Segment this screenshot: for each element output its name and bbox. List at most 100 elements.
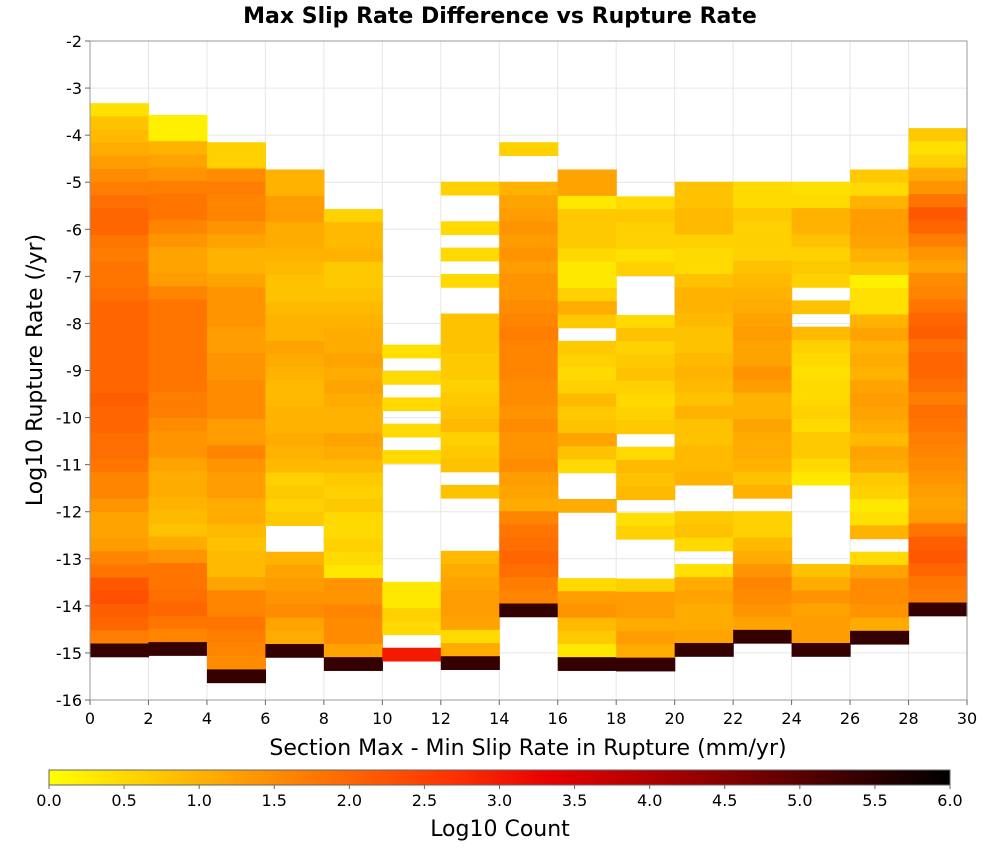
heatmap-cell bbox=[323, 525, 383, 540]
x-tick-label: 16 bbox=[548, 709, 568, 728]
heatmap-cell bbox=[265, 419, 325, 434]
heatmap-cell bbox=[850, 433, 910, 447]
heatmap-cell bbox=[148, 154, 208, 169]
heatmap-cell bbox=[206, 537, 266, 552]
heatmap-cell bbox=[908, 378, 968, 393]
colorbar-tick-label: 5.5 bbox=[862, 791, 887, 810]
heatmap-cell bbox=[90, 564, 150, 579]
heatmap-cell bbox=[206, 643, 266, 657]
heatmap-cell bbox=[557, 261, 617, 276]
heatmap-cell bbox=[440, 550, 500, 565]
heatmap-cell bbox=[90, 261, 150, 276]
heatmap-cell bbox=[90, 353, 150, 368]
heatmap-cell bbox=[265, 235, 325, 250]
x-axis-label: Section Max - Min Slip Rate in Rupture (… bbox=[269, 736, 786, 761]
heatmap-cell bbox=[791, 339, 851, 354]
y-tick-label: -2 bbox=[66, 32, 82, 51]
x-tick-label: 28 bbox=[898, 709, 918, 728]
heatmap-cell bbox=[733, 287, 793, 301]
heatmap-cell bbox=[908, 549, 968, 564]
heatmap-cell bbox=[440, 445, 500, 460]
y-tick-label: -14 bbox=[56, 597, 82, 616]
heatmap-cell bbox=[674, 339, 734, 354]
heatmap-cell bbox=[323, 261, 383, 276]
heatmap-cell bbox=[616, 235, 676, 250]
heatmap-cell bbox=[557, 499, 617, 513]
heatmap-cell bbox=[499, 260, 559, 275]
heatmap-cell bbox=[674, 458, 734, 473]
heatmap-cell bbox=[616, 525, 676, 540]
heatmap-cell bbox=[323, 472, 383, 487]
x-axis-ticks: 0 2 4 6 8 10 12 14 16 18 20 22 24 26 28 30 bbox=[85, 700, 977, 728]
heatmap-cell bbox=[791, 221, 851, 236]
heatmap-cell bbox=[791, 234, 851, 249]
heatmap-cell bbox=[323, 459, 383, 474]
heatmap-cell bbox=[499, 458, 559, 473]
heatmap-cell bbox=[674, 181, 734, 196]
heatmap-cell bbox=[908, 273, 968, 287]
heatmap-cell bbox=[382, 344, 442, 359]
y-tick-label: -15 bbox=[56, 644, 82, 663]
y-tick-label: -10 bbox=[56, 409, 82, 428]
heatmap-cell bbox=[90, 287, 150, 302]
heatmap-cell bbox=[90, 314, 150, 328]
heatmap-cell bbox=[499, 432, 559, 446]
heatmap-cell bbox=[265, 578, 325, 592]
heatmap-cell bbox=[382, 423, 442, 438]
heatmap-cell bbox=[265, 248, 325, 263]
heatmap-cell bbox=[148, 378, 208, 393]
heatmap-cell bbox=[323, 485, 383, 500]
colorbar-tick-label: 5.0 bbox=[787, 791, 812, 810]
heatmap-cell bbox=[206, 471, 266, 486]
heatmap-cell bbox=[265, 630, 325, 645]
heatmap-cell bbox=[733, 445, 793, 460]
heatmap-cell bbox=[557, 446, 617, 461]
heatmap-cell bbox=[674, 274, 734, 288]
heatmap-cell bbox=[206, 458, 266, 473]
heatmap-cell bbox=[90, 458, 150, 473]
heatmap-cell bbox=[148, 220, 208, 235]
y-tick-label: -8 bbox=[66, 314, 82, 333]
heatmap-cell bbox=[616, 446, 676, 461]
heatmap-cell bbox=[148, 325, 208, 340]
heatmap-cell bbox=[323, 393, 383, 408]
heatmap-cell bbox=[557, 274, 617, 289]
heatmap-cell bbox=[850, 327, 910, 342]
heatmap-cell bbox=[908, 207, 968, 221]
heatmap-cell bbox=[791, 563, 851, 578]
heatmap-cell bbox=[265, 604, 325, 619]
heatmap-cell bbox=[850, 630, 910, 645]
heatmap-cell bbox=[791, 392, 851, 407]
heatmap-cell bbox=[791, 247, 851, 262]
heatmap-cell bbox=[206, 563, 266, 578]
heatmap-cell bbox=[323, 591, 383, 606]
heatmap-cell bbox=[323, 235, 383, 250]
heatmap-cell bbox=[90, 379, 150, 394]
heatmap-cell bbox=[674, 590, 734, 605]
heatmap-cell bbox=[557, 314, 617, 329]
heatmap-cell bbox=[674, 287, 734, 301]
heatmap-cell bbox=[148, 576, 208, 590]
heatmap-cell bbox=[733, 313, 793, 328]
heatmap-cell bbox=[791, 590, 851, 605]
heatmap-cell bbox=[148, 497, 208, 511]
heatmap-cell bbox=[850, 261, 910, 276]
heatmap-cell bbox=[791, 445, 851, 460]
heatmap-cell bbox=[440, 221, 500, 236]
heatmap-cell bbox=[557, 367, 617, 381]
heatmap-cell bbox=[90, 551, 150, 566]
heatmap-cell bbox=[90, 419, 150, 434]
heatmap-cell bbox=[206, 498, 266, 512]
heatmap-cell bbox=[499, 603, 559, 618]
heatmap-cell bbox=[90, 406, 150, 421]
heatmap-cell bbox=[499, 471, 559, 486]
heatmap-cell bbox=[323, 301, 383, 316]
x-tick-label: 20 bbox=[664, 709, 684, 728]
heatmap-cell bbox=[557, 182, 617, 197]
heatmap-cell bbox=[323, 209, 383, 223]
colorbar-tick-label: 2.0 bbox=[337, 791, 362, 810]
heatmap-cell bbox=[850, 182, 910, 197]
heatmap-cell bbox=[90, 590, 150, 605]
heatmap-cell bbox=[323, 406, 383, 421]
heatmap-cell bbox=[206, 194, 266, 209]
